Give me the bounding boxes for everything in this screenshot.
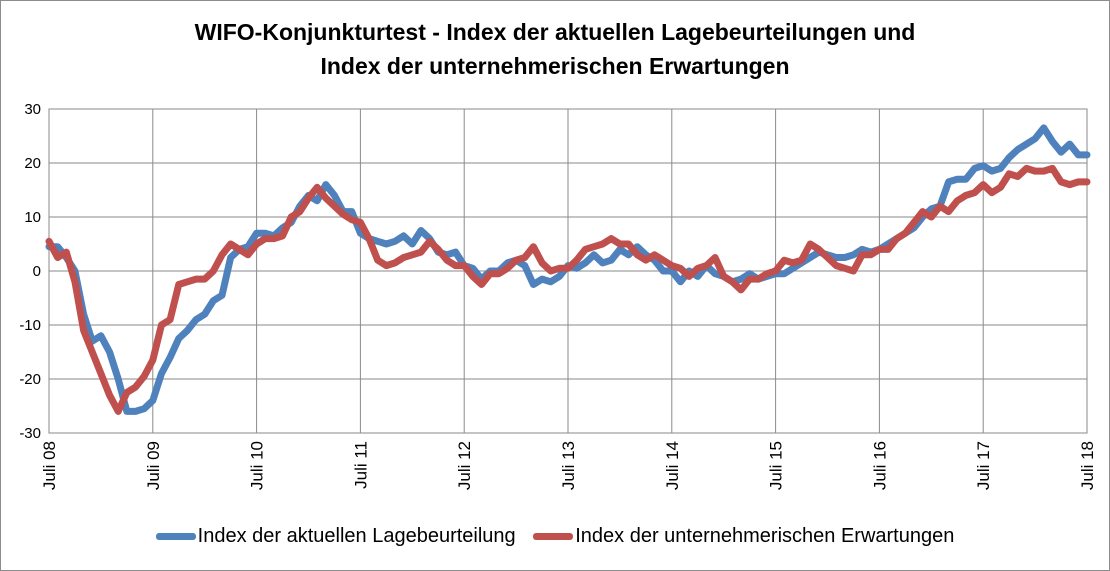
x-tick-label: Juli 13 — [559, 441, 578, 490]
y-tick-label: -10 — [19, 317, 41, 334]
x-tick-label: Juli 12 — [455, 441, 474, 490]
x-tick-label: Juli 10 — [248, 441, 267, 490]
legend-label-erwartungen: Index der unternehmerischen Erwartungen — [575, 525, 955, 548]
x-tick-label: Juli 16 — [870, 441, 889, 490]
x-tick-label: Juli 15 — [767, 441, 786, 490]
x-tick-labels: Juli 08 Juli 09 Juli 10 Juli 11 Juli 12 Juli … — [40, 441, 1097, 490]
y-tick-label: 10 — [24, 209, 41, 226]
x-tick-label: Juli 17 — [974, 441, 993, 490]
legend-label-lagebeurteilung: Index der aktuellen Lagebeurteilung — [197, 525, 516, 548]
x-tick-label: Juli 09 — [144, 441, 163, 490]
x-tick-label: Juli 11 — [351, 441, 370, 489]
chart-title: WIFO-Konjunkturtest - Index der aktuelle… — [1, 15, 1109, 83]
legend-swatch-erwartungen — [533, 533, 574, 541]
series-line-erwartungen — [45, 164, 1091, 415]
y-tick-label: -20 — [19, 371, 41, 388]
legend-swatch-lagebeurteilung — [155, 533, 196, 541]
chart-title-line-1: WIFO-Konjunkturtest - Index der aktuelle… — [194, 19, 916, 45]
series-lines — [45, 124, 1091, 415]
x-tick-label: Juli 18 — [1078, 441, 1097, 490]
y-tick-labels: -30 -20 -10 0 10 20 30 — [19, 101, 41, 442]
legend: Index der aktuellen Lagebeurteilung Inde… — [1, 525, 1109, 548]
legend-item-lagebeurteilung: Index der aktuellen Lagebeurteilung — [155, 525, 516, 548]
y-tick-label: 30 — [24, 101, 41, 118]
y-tick-label: -30 — [19, 425, 41, 442]
chart-title-line-2: Index der unternehmerischen Erwartungen — [320, 53, 790, 79]
plot-area-border — [48, 108, 1088, 434]
y-tick-label: 0 — [33, 263, 41, 280]
x-tick-label: Juli 14 — [663, 441, 682, 490]
x-tick-label: Juli 08 — [40, 441, 59, 490]
y-tick-label: 20 — [24, 155, 41, 172]
legend-item-erwartungen: Index der unternehmerischen Erwartungen — [533, 525, 954, 548]
axes — [48, 108, 1088, 434]
